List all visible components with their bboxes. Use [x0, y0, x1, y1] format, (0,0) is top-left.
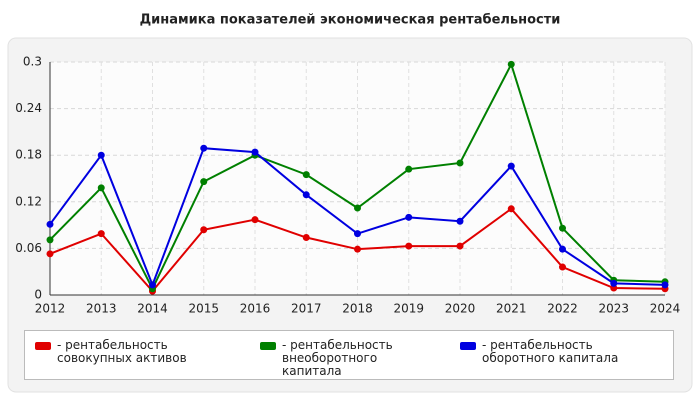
point: [97, 151, 105, 159]
x-tick-label: 2020: [445, 302, 476, 316]
point: [149, 281, 156, 289]
legend-label: - рентабельность оборотного капитала: [482, 338, 619, 365]
legend-swatch: [460, 342, 476, 350]
x-tick-label: 2022: [547, 302, 578, 316]
point: [97, 230, 105, 238]
legend-label: - рентабельность совокупных активов: [57, 338, 187, 365]
point: [200, 178, 208, 186]
legend-item: - рентабельность совокупных активов: [35, 339, 235, 365]
point: [405, 213, 413, 221]
legend-swatch: [35, 342, 51, 350]
y-tick-label: 0.3: [23, 55, 42, 69]
legend-label: - рентабельность внеоборотного капитала: [282, 338, 393, 378]
point: [302, 171, 310, 179]
point: [507, 162, 515, 170]
point: [354, 230, 361, 238]
legend-item: - рентабельность оборотного капитала: [460, 339, 660, 365]
point: [200, 226, 208, 234]
point: [405, 242, 413, 250]
point: [507, 205, 515, 213]
y-tick-label: 0.24: [15, 101, 42, 115]
x-tick-label: 2012: [35, 302, 66, 316]
y-tick-label: 0.18: [15, 148, 42, 162]
point: [456, 242, 464, 250]
y-tick-label: 0.12: [15, 194, 42, 208]
legend-item: - рентабельность внеоборотного капитала: [260, 339, 435, 378]
point: [251, 148, 259, 156]
y-tick-label: 0.06: [15, 241, 42, 255]
point: [354, 204, 361, 212]
point: [507, 60, 515, 68]
point: [661, 281, 669, 289]
point: [302, 234, 310, 242]
point: [46, 250, 54, 258]
x-tick-label: 2023: [598, 302, 629, 316]
point: [354, 245, 361, 253]
point: [251, 216, 259, 224]
x-tick-label: 2019: [393, 302, 424, 316]
point: [46, 236, 54, 244]
legend: - рентабельность совокупных активов - рен…: [24, 330, 674, 380]
x-tick-label: 2014: [137, 302, 168, 316]
point: [559, 224, 566, 232]
x-tick-label: 2018: [342, 302, 373, 316]
x-tick-label: 2015: [188, 302, 219, 316]
x-tick-label: 2024: [650, 302, 681, 316]
point: [610, 279, 618, 287]
point: [46, 220, 54, 228]
point: [559, 245, 566, 253]
point: [559, 263, 566, 271]
x-tick-label: 2013: [86, 302, 117, 316]
y-tick-label: 0: [34, 288, 42, 302]
point: [97, 184, 105, 192]
point: [200, 144, 208, 152]
chart-title: Динамика показателей экономическая рента…: [140, 13, 561, 28]
x-tick-label: 2017: [291, 302, 322, 316]
point: [456, 217, 464, 225]
point: [405, 165, 413, 173]
legend-swatch: [260, 342, 276, 350]
point: [302, 191, 310, 199]
x-tick-label: 2016: [240, 302, 271, 316]
point: [456, 159, 464, 167]
x-tick-label: 2021: [496, 302, 527, 316]
